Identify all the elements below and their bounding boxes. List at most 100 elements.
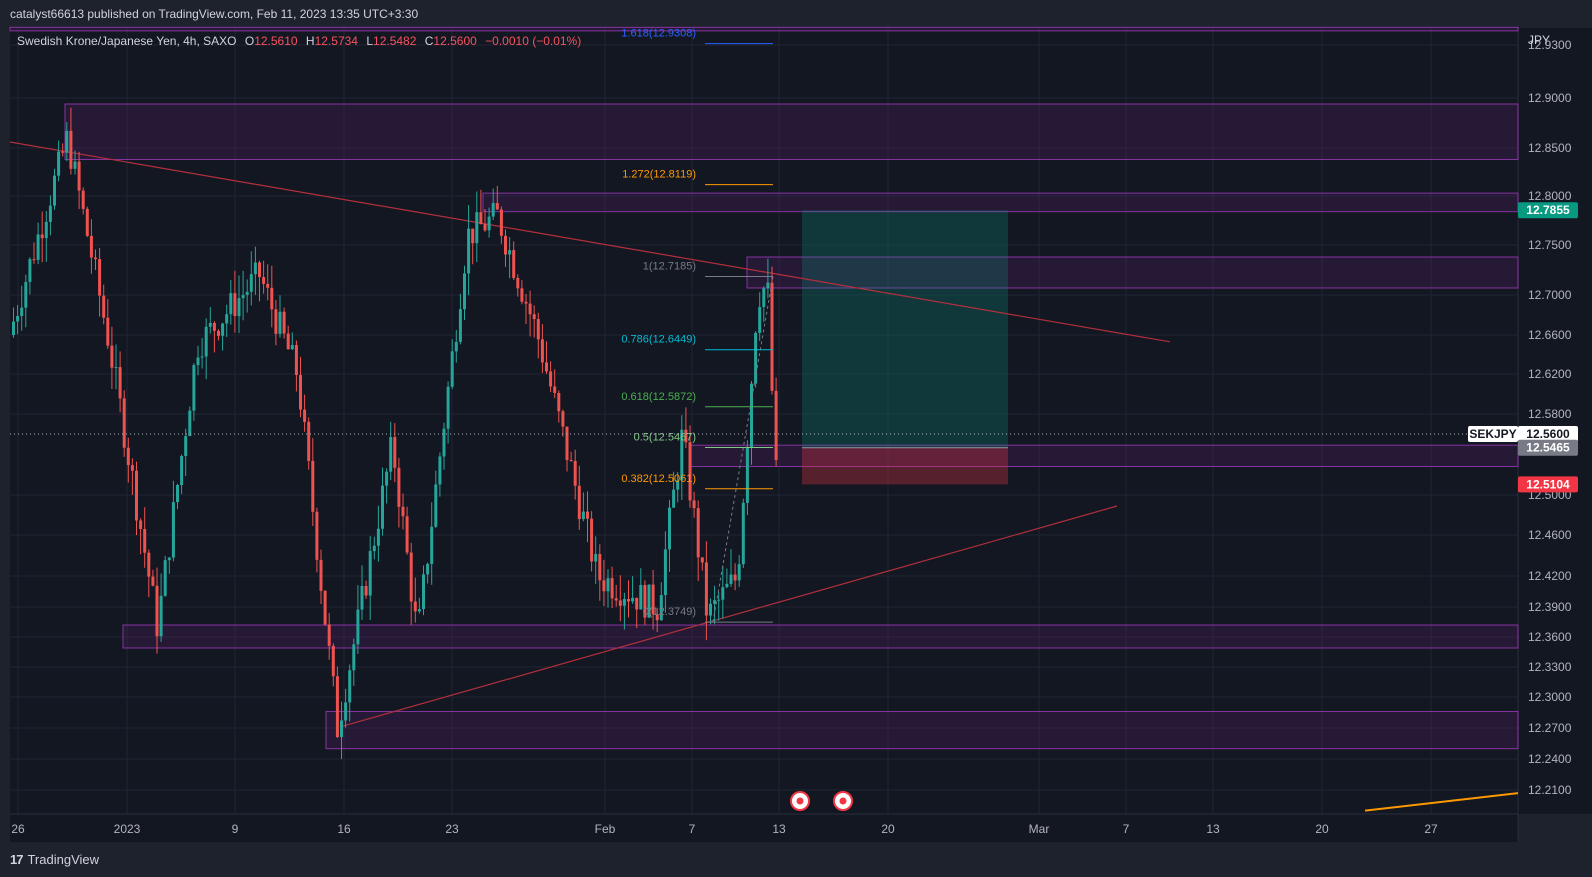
candle: [167, 557, 171, 574]
candle-body: [340, 720, 343, 738]
candle: [282, 307, 286, 339]
candle: [48, 195, 52, 236]
candle-body: [188, 410, 192, 437]
candle-body: [184, 436, 188, 457]
candle: [89, 219, 93, 274]
price-axis-label: 12.3900: [1528, 600, 1572, 614]
candle: [577, 465, 581, 530]
candle-body: [713, 600, 717, 604]
candle-body: [700, 557, 704, 563]
candle-body: [405, 516, 409, 553]
candle: [663, 531, 667, 613]
candle: [631, 576, 635, 604]
candle: [241, 270, 245, 321]
candle: [762, 286, 766, 323]
candle: [348, 664, 352, 722]
candle: [774, 377, 778, 467]
candle: [180, 454, 184, 495]
candle-body: [282, 311, 286, 334]
candle-body: [512, 250, 516, 278]
candle-body: [741, 502, 745, 565]
candle: [504, 229, 507, 267]
candle: [24, 274, 28, 328]
candle: [713, 585, 717, 625]
candle-body: [516, 277, 520, 289]
candle-body: [520, 288, 524, 302]
high-value: 12.5734: [314, 34, 358, 48]
candle: [680, 415, 684, 500]
candle: [729, 549, 733, 587]
candle-body: [774, 390, 778, 461]
candle: [516, 274, 520, 297]
candle-body: [344, 702, 348, 721]
candle-body: [352, 644, 356, 671]
price-axis-label: 12.3300: [1528, 660, 1572, 674]
candle: [290, 332, 294, 351]
candle-body: [479, 212, 483, 225]
candle-body: [102, 295, 106, 318]
candle-body: [48, 205, 52, 222]
price-axis-label: 12.5800: [1528, 407, 1572, 421]
publisher-bar: catalyst66613 published on TradingView.c…: [0, 0, 1592, 28]
candle: [225, 304, 229, 337]
candle-body: [422, 574, 425, 610]
candle: [741, 498, 745, 569]
candle: [303, 394, 307, 432]
candle-body: [737, 564, 741, 581]
candle: [204, 318, 208, 380]
candle-body: [245, 291, 249, 295]
candle: [118, 351, 122, 413]
candle: [192, 362, 196, 421]
candle: [385, 468, 389, 504]
candle-body: [258, 262, 261, 278]
candle-body: [381, 485, 384, 529]
candle: [286, 325, 290, 350]
candle: [766, 258, 770, 299]
candle-body: [200, 356, 204, 358]
candle-body: [663, 549, 667, 596]
price-axis-label: 12.6600: [1528, 328, 1572, 342]
tradingview-brand[interactable]: 17 TradingView: [10, 852, 99, 867]
price-axis-label: 12.8500: [1528, 141, 1572, 155]
candle-body: [475, 212, 479, 244]
candle-body: [610, 578, 614, 599]
candle: [163, 555, 167, 597]
candle-body: [770, 282, 774, 391]
fib-level-label: 1.618(12.9308): [621, 28, 696, 40]
candle: [274, 300, 278, 346]
candle: [454, 329, 458, 363]
candle: [553, 369, 557, 399]
candle-body: [594, 554, 598, 562]
candle-body: [499, 209, 503, 236]
candle-body: [364, 585, 368, 596]
candle-body: [331, 645, 335, 677]
candle-body: [180, 456, 184, 486]
time-axis-label: 13: [1206, 822, 1220, 836]
candle: [368, 536, 372, 621]
fib-level-label: 0.382(12.5061): [621, 473, 696, 485]
candle: [69, 107, 73, 175]
candle: [561, 409, 565, 437]
candle: [171, 480, 175, 562]
close-value: 12.5600: [433, 34, 477, 48]
position-loss-zone: [802, 447, 1008, 485]
candle: [212, 321, 216, 353]
candle-body: [126, 447, 130, 466]
candle: [545, 341, 548, 375]
price-axis-label: 12.9000: [1528, 91, 1572, 105]
candles-group: [12, 107, 778, 760]
candle-body: [417, 609, 421, 612]
candle: [122, 390, 126, 457]
candle-body: [356, 609, 360, 645]
candle: [709, 598, 712, 625]
candle-body: [754, 332, 758, 384]
candle-body: [524, 301, 528, 304]
candle-body: [262, 277, 266, 284]
candle-body: [360, 585, 364, 610]
price-axis-label: 12.3000: [1528, 690, 1572, 704]
candle-body: [192, 365, 196, 411]
candle: [319, 549, 323, 605]
candle: [639, 568, 643, 610]
candle-body: [545, 362, 548, 372]
